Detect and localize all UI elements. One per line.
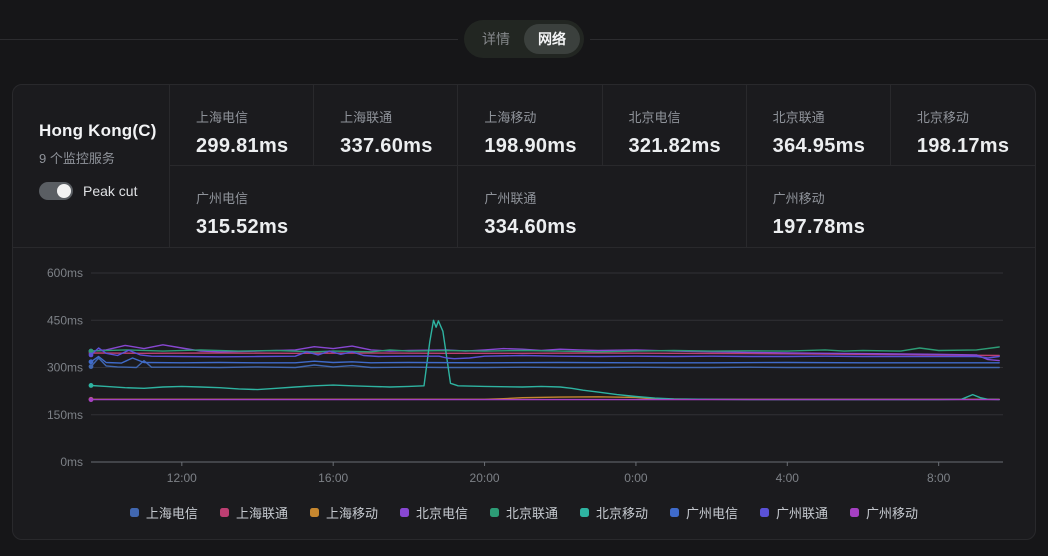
metric-label: 北京移动 xyxy=(916,110,969,125)
metric-value: 299.81ms xyxy=(196,135,289,157)
metric-cell: 广州电信 315.52ms xyxy=(170,166,459,247)
monitor-card: Hong Kong(C) 9 个监控服务 Peak cut 上海电信 299.8… xyxy=(12,84,1036,540)
legend-item-7[interactable]: 广州联通 xyxy=(760,503,828,522)
latency-chart-section: 0ms 150ms 300ms 450ms 600ms 12:00 16:00 20:00 0:… xyxy=(13,248,1035,539)
y-tick-label: 600ms xyxy=(47,266,83,280)
y-tick-label: 150ms xyxy=(47,408,83,422)
metric-label: 广州联通 xyxy=(484,191,537,206)
metric-cell: 上海电信 299.81ms xyxy=(170,85,315,166)
legend-item-8[interactable]: 广州移动 xyxy=(850,503,918,522)
legend-label: 上海移动 xyxy=(325,505,378,521)
latency-chart: 0ms 150ms 300ms 450ms 600ms 12:00 16:00 20:00 0:… xyxy=(47,266,1003,485)
metric-label: 上海移动 xyxy=(484,110,537,125)
series-line-6 xyxy=(90,355,1000,364)
metric-value: 321.82ms xyxy=(628,135,721,157)
metric-label: 北京电信 xyxy=(628,110,681,125)
tab-group: 详情 网络 xyxy=(464,20,584,58)
legend-label: 上海联通 xyxy=(235,505,288,521)
metric-label: 北京联通 xyxy=(772,110,825,125)
legend-label: 北京联通 xyxy=(505,505,558,521)
series-start-dot xyxy=(88,364,94,369)
tab-group-wrap: 详情 网络 xyxy=(458,20,590,58)
legend-item-2[interactable]: 上海移动 xyxy=(309,503,378,522)
metrics-section: Hong Kong(C) 9 个监控服务 Peak cut 上海电信 299.8… xyxy=(13,85,1035,248)
legend-item-4[interactable]: 北京联通 xyxy=(489,503,558,522)
legend-item-1[interactable]: 上海联通 xyxy=(219,503,288,522)
metric-label: 广州移动 xyxy=(772,191,825,206)
monitor-count: 9 个监控服务 xyxy=(39,151,115,166)
legend-marker-icon xyxy=(309,507,319,517)
series-line-5 xyxy=(90,319,1000,401)
metric-value: 334.60ms xyxy=(484,216,577,238)
series-start-dot xyxy=(88,348,94,354)
metric-cell: 上海移动 198.90ms xyxy=(458,85,603,166)
metric-value: 198.17ms xyxy=(916,135,1010,157)
legend-item-3[interactable]: 北京电信 xyxy=(399,503,468,522)
tab-network[interactable]: 网络 xyxy=(524,24,580,54)
server-info-panel: Hong Kong(C) 9 个监控服务 Peak cut xyxy=(13,85,170,247)
metric-cell: 上海联通 337.60ms xyxy=(314,85,459,166)
metric-value: 337.60ms xyxy=(340,135,433,157)
legend-marker-icon xyxy=(129,507,139,517)
legend-label: 广州移动 xyxy=(866,505,919,521)
legend-label: 北京电信 xyxy=(415,505,468,521)
y-tick-label: 0ms xyxy=(60,455,83,469)
toggle-knob-icon xyxy=(57,184,71,198)
y-tick-label: 450ms xyxy=(47,313,83,327)
metric-cell: 广州移动 197.78ms xyxy=(747,166,1035,247)
legend-label: 广州联通 xyxy=(776,505,829,521)
peak-cut-toggle[interactable] xyxy=(39,182,73,200)
x-tick-label: 12:00 xyxy=(167,471,197,485)
legend-marker-icon xyxy=(580,507,589,517)
series-line-4 xyxy=(90,346,1000,353)
peak-cut-row: Peak cut xyxy=(39,182,169,200)
x-tick-label: 8:00 xyxy=(927,471,951,485)
metric-cell: 北京移动 198.17ms xyxy=(890,85,1035,166)
series-start-dot xyxy=(88,383,94,388)
tab-details[interactable]: 详情 xyxy=(482,31,510,47)
legend-marker-icon xyxy=(760,507,770,517)
legend-item-0[interactable]: 上海电信 xyxy=(129,503,198,522)
metric-cell: 北京电信 321.82ms xyxy=(602,85,747,166)
x-tick-label: 4:00 xyxy=(776,471,800,485)
legend-label: 北京移动 xyxy=(596,505,649,521)
legend-marker-icon xyxy=(399,507,409,517)
series-line-7 xyxy=(90,347,1000,360)
legend-label: 上海电信 xyxy=(145,505,198,521)
x-tick-label: 20:00 xyxy=(470,471,500,485)
metric-value: 315.52ms xyxy=(196,216,289,238)
series-start-dot xyxy=(88,397,94,403)
x-tick-label: 0:00 xyxy=(624,471,648,485)
metric-cell: 广州联通 334.60ms xyxy=(458,166,747,247)
chart-legend: 上海电信 上海联通 上海移动 北京电信 北京联通 北京移动 广州电信 广州联通 广州移动 xyxy=(13,501,1035,523)
legend-marker-icon xyxy=(850,507,860,517)
legend-label: 广州电信 xyxy=(686,505,739,521)
metrics-grid: 上海电信 299.81ms 上海联通 337.60ms 上海移动 198.90ms 北… xyxy=(170,85,1035,247)
series-start-dot xyxy=(88,359,94,365)
peak-cut-label: Peak cut xyxy=(83,183,138,199)
metric-value: 198.90ms xyxy=(484,135,577,157)
series-line-3 xyxy=(90,344,1000,362)
legend-marker-icon xyxy=(670,507,680,517)
metric-label: 广州电信 xyxy=(196,191,249,206)
series-line-0 xyxy=(90,357,1000,369)
legend-marker-icon xyxy=(489,507,499,517)
metric-label: 上海联通 xyxy=(340,110,393,125)
server-name: Hong Kong(C) xyxy=(39,121,157,140)
metric-value: 197.78ms xyxy=(772,216,866,238)
header: 详情 网络 xyxy=(0,0,1048,78)
y-tick-label: 300ms xyxy=(47,361,83,375)
x-tick-label: 16:00 xyxy=(318,471,348,485)
metric-label: 上海电信 xyxy=(196,110,249,125)
metric-value: 364.95ms xyxy=(772,135,866,157)
series-start-dot xyxy=(88,352,94,358)
legend-item-6[interactable]: 广州电信 xyxy=(670,503,738,522)
legend-marker-icon xyxy=(219,507,229,517)
metric-cell: 北京联通 364.95ms xyxy=(746,85,891,166)
legend-item-5[interactable]: 北京移动 xyxy=(580,503,648,522)
